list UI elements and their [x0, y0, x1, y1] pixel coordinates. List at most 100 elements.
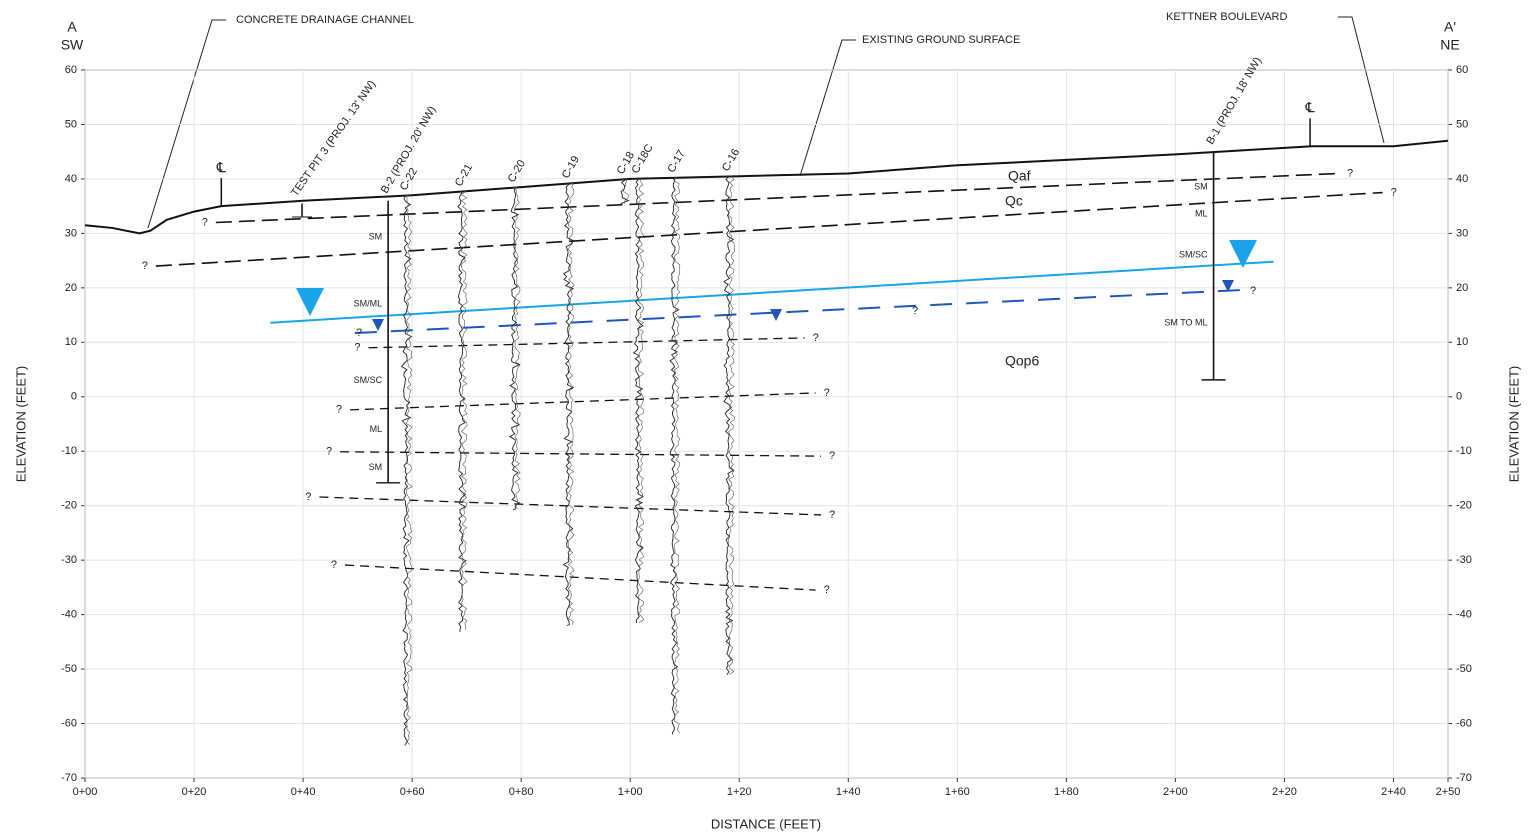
cpt-trace — [406, 196, 412, 745]
water-symbol — [372, 319, 384, 331]
contact-line — [345, 565, 816, 590]
unit-label: Qc — [1005, 193, 1023, 209]
cpt-trace — [458, 192, 466, 632]
cpt-trace — [638, 179, 644, 623]
leader-line — [800, 40, 856, 176]
y2-tick-label: -30 — [1456, 554, 1472, 566]
soil-label: SM/SC — [1179, 250, 1208, 260]
boring-label: B-1 (PROJ. 18' NW) — [1204, 55, 1264, 146]
y-tick-label: 20 — [65, 282, 77, 294]
unit-label: Qaf — [1008, 168, 1031, 184]
uncertain-mark: ? — [202, 216, 208, 228]
x-tick-label: 0+60 — [400, 786, 425, 798]
measured-groundwater — [355, 290, 1241, 333]
y-tick-label: 0 — [71, 391, 77, 403]
y-axis-title: ELEVATION (FEET) — [13, 366, 28, 483]
cpt-label: C-19 — [560, 154, 582, 181]
y-tick-label: 30 — [65, 227, 77, 239]
x-tick-label: 2+00 — [1163, 786, 1188, 798]
test-pit-label: TEST PIT 3 (PROJ. 13' NW) — [289, 78, 378, 198]
uncertain-mark: ? — [336, 404, 342, 416]
water-symbol — [770, 309, 782, 321]
uncertain-mark: ? — [829, 450, 835, 462]
uncertain-mark: ? — [912, 305, 918, 317]
soil-label: SM TO ML — [1164, 318, 1207, 328]
uncertain-mark: ? — [305, 491, 311, 503]
soil-label: SM — [369, 232, 383, 242]
cpt-label: C-20 — [506, 158, 528, 185]
section-mark: A' — [1444, 19, 1456, 35]
uncertain-mark: ? — [1391, 186, 1397, 198]
y2-tick-label: -70 — [1456, 772, 1472, 784]
cross-section: A SW A' NE DISTANCE (FEET) ELEVATION (FE… — [0, 0, 1530, 838]
x-tick-label: 0+20 — [182, 786, 207, 798]
y-tick-label: -20 — [61, 500, 77, 512]
uncertain-mark: ? — [356, 327, 362, 339]
cpt-trace — [724, 176, 733, 674]
section-direction: NE — [1440, 37, 1459, 53]
x-tick-label: 2+40 — [1381, 786, 1406, 798]
unit-label: Qop6 — [1005, 353, 1039, 369]
y-tick-label: -70 — [61, 772, 77, 784]
y2-tick-label: 50 — [1456, 118, 1468, 130]
x-tick-label: 2+50 — [1436, 786, 1461, 798]
uncertain-mark: ? — [824, 584, 830, 596]
y-tick-label: -40 — [61, 609, 77, 621]
uncertain-mark: ? — [813, 332, 819, 344]
y2-tick-label: 40 — [1456, 173, 1468, 185]
y2-tick-label: 10 — [1456, 336, 1468, 348]
annotation: EXISTING GROUND SURFACE — [862, 34, 1020, 46]
y2-tick-label: 0 — [1456, 391, 1462, 403]
section-mark: A — [67, 19, 77, 35]
uncertain-mark: ? — [1250, 285, 1256, 297]
y2-tick-label: 60 — [1456, 64, 1468, 76]
cpt-trace — [402, 196, 412, 746]
x-tick-label: 1+60 — [945, 786, 970, 798]
y2-axis-title: ELEVATION (FEET) — [1506, 366, 1521, 483]
x-tick-label: 2+20 — [1272, 786, 1297, 798]
uncertain-mark: ? — [1347, 167, 1353, 179]
uncertain-mark: ? — [354, 342, 360, 354]
x-tick-label: 0+80 — [509, 786, 534, 798]
y2-tick-label: 20 — [1456, 282, 1468, 294]
x-tick-label: 1+20 — [727, 786, 752, 798]
centerline-symbol: ℄ — [1305, 99, 1315, 115]
uncertain-mark: ? — [142, 260, 148, 272]
y-tick-label: -60 — [61, 717, 77, 729]
cpt-trace — [568, 184, 574, 625]
soil-label: SM — [1194, 181, 1208, 191]
x-tick-label: 0+40 — [291, 786, 316, 798]
soil-label: SM/SC — [354, 375, 383, 385]
cpt-trace — [510, 188, 520, 510]
cpt-trace — [514, 188, 520, 509]
centerline-symbol: ℄ — [216, 159, 226, 175]
x-tick-label: 0+00 — [73, 786, 98, 798]
y-tick-label: 60 — [65, 64, 77, 76]
y2-tick-label: -60 — [1456, 717, 1472, 729]
contact-line — [350, 393, 816, 410]
uncertain-mark: ? — [829, 509, 835, 521]
water-symbol — [296, 288, 324, 316]
annotation: CONCRETE DRAINAGE CHANNEL — [236, 14, 414, 26]
y2-tick-label: -50 — [1456, 663, 1472, 675]
y-tick-label: -30 — [61, 554, 77, 566]
cpt-label: C-21 — [453, 162, 475, 189]
y2-tick-label: 30 — [1456, 227, 1468, 239]
x-tick-label: 1+80 — [1054, 786, 1079, 798]
y2-tick-label: -40 — [1456, 609, 1472, 621]
y-tick-label: -50 — [61, 663, 77, 675]
uncertain-mark: ? — [331, 559, 337, 571]
x-tick-label: 1+40 — [836, 786, 861, 798]
soil-label: SM/ML — [354, 299, 383, 309]
section-direction: SW — [61, 37, 84, 53]
soil-label: SM — [369, 462, 383, 472]
cpt-label: C-17 — [665, 148, 687, 175]
y-tick-label: 40 — [65, 173, 77, 185]
y2-tick-label: -10 — [1456, 445, 1472, 457]
uncertain-mark: ? — [326, 446, 332, 458]
x-tick-label: 1+00 — [618, 786, 643, 798]
annotation: KETTNER BOULEVARD — [1166, 11, 1287, 23]
soil-label: ML — [370, 424, 383, 434]
y-tick-label: -10 — [61, 445, 77, 457]
soil-label: ML — [1195, 209, 1208, 219]
